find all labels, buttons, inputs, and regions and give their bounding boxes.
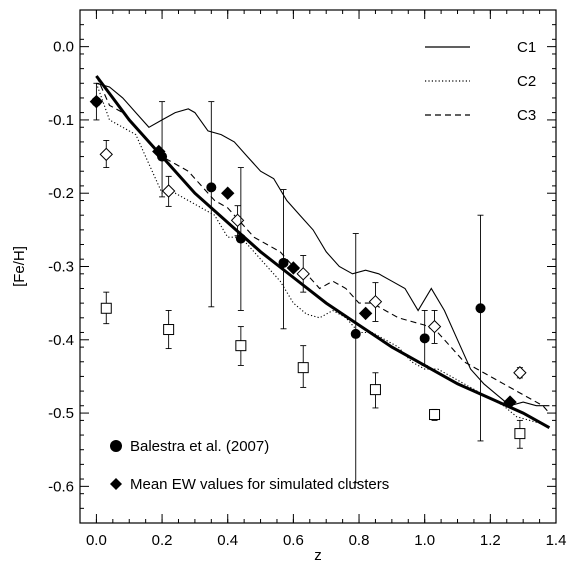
legend-label-c1: C1 — [517, 39, 536, 56]
legend-label-c3: C3 — [517, 107, 536, 124]
open-diamond-point — [296, 267, 310, 281]
series-line-c2 — [95, 83, 550, 429]
x-tick-label: 0.2 — [152, 532, 173, 549]
balestra-point — [419, 333, 430, 344]
x-tick-label: 0.0 — [86, 532, 107, 549]
open-square-point — [163, 324, 175, 336]
filled-diamond-point — [221, 186, 235, 200]
legend-marker-label: Balestra et al. (2007) — [130, 438, 269, 455]
open-square-point — [369, 384, 381, 396]
open-diamond-point — [230, 213, 245, 228]
legend-marker-label: Mean EW values for simulated clusters — [130, 476, 389, 493]
axes: 0.0 0.2 0.4 0.6 0.8 1.0 1.2 1.4 0.0 -0.1 -0.2 -0.3 -… — [48, 9, 567, 549]
y-tick-label: 0.0 — [53, 39, 74, 56]
x-tick-label: 0.8 — [349, 532, 370, 549]
filled-diamond-point — [503, 395, 517, 409]
balestra-point — [278, 257, 289, 268]
open-diamond-point — [368, 294, 383, 309]
open-diamond-point — [427, 319, 442, 334]
x-tick-label: 1.0 — [414, 532, 435, 549]
open-square-point — [429, 409, 441, 421]
y-tick-label: -0.5 — [48, 405, 74, 422]
filled-diamond-point — [358, 306, 373, 321]
y-tick-label: -0.6 — [48, 478, 74, 495]
filled-diamond-point — [89, 94, 104, 109]
x-axis-label: z — [314, 547, 322, 564]
series-line-c3 — [95, 75, 550, 414]
legend-marker-circle — [110, 440, 122, 452]
legend-marker-diamond — [110, 478, 122, 490]
legend-label-c2: C2 — [517, 73, 536, 90]
y-axis-label: [Fe/H] — [11, 246, 28, 287]
series-line-fit — [95, 75, 551, 430]
filled-diamond-point — [152, 144, 166, 159]
open-square-point — [297, 362, 309, 374]
y-tick-label: -0.4 — [48, 332, 74, 349]
x-tick-label: 1.4 — [546, 532, 567, 549]
balestra-point — [206, 182, 217, 193]
balestra-point — [350, 328, 361, 339]
open-diamond-point — [513, 366, 527, 380]
legend: C1 C2 C3 Balestra et al. (2007) Mean EW valu… — [110, 39, 536, 493]
balestra-point — [235, 233, 246, 244]
x-tick-label: 1.2 — [480, 532, 501, 549]
filled-diamond-point — [286, 261, 301, 275]
open-square-point — [235, 340, 247, 352]
x-tick-label: 0.6 — [283, 532, 304, 549]
y-tick-label: -0.1 — [48, 112, 74, 129]
open-square-point — [100, 302, 112, 314]
open-diamond-point — [99, 147, 113, 162]
series-line-c1 — [96, 82, 550, 407]
x-tick-label: 0.4 — [217, 532, 238, 549]
balestra-point — [475, 303, 486, 314]
open-square-point — [514, 428, 526, 440]
open-diamond-point — [161, 184, 176, 198]
y-tick-label: -0.3 — [48, 259, 74, 276]
plot-area — [89, 75, 551, 484]
y-tick-label: -0.2 — [48, 185, 74, 202]
